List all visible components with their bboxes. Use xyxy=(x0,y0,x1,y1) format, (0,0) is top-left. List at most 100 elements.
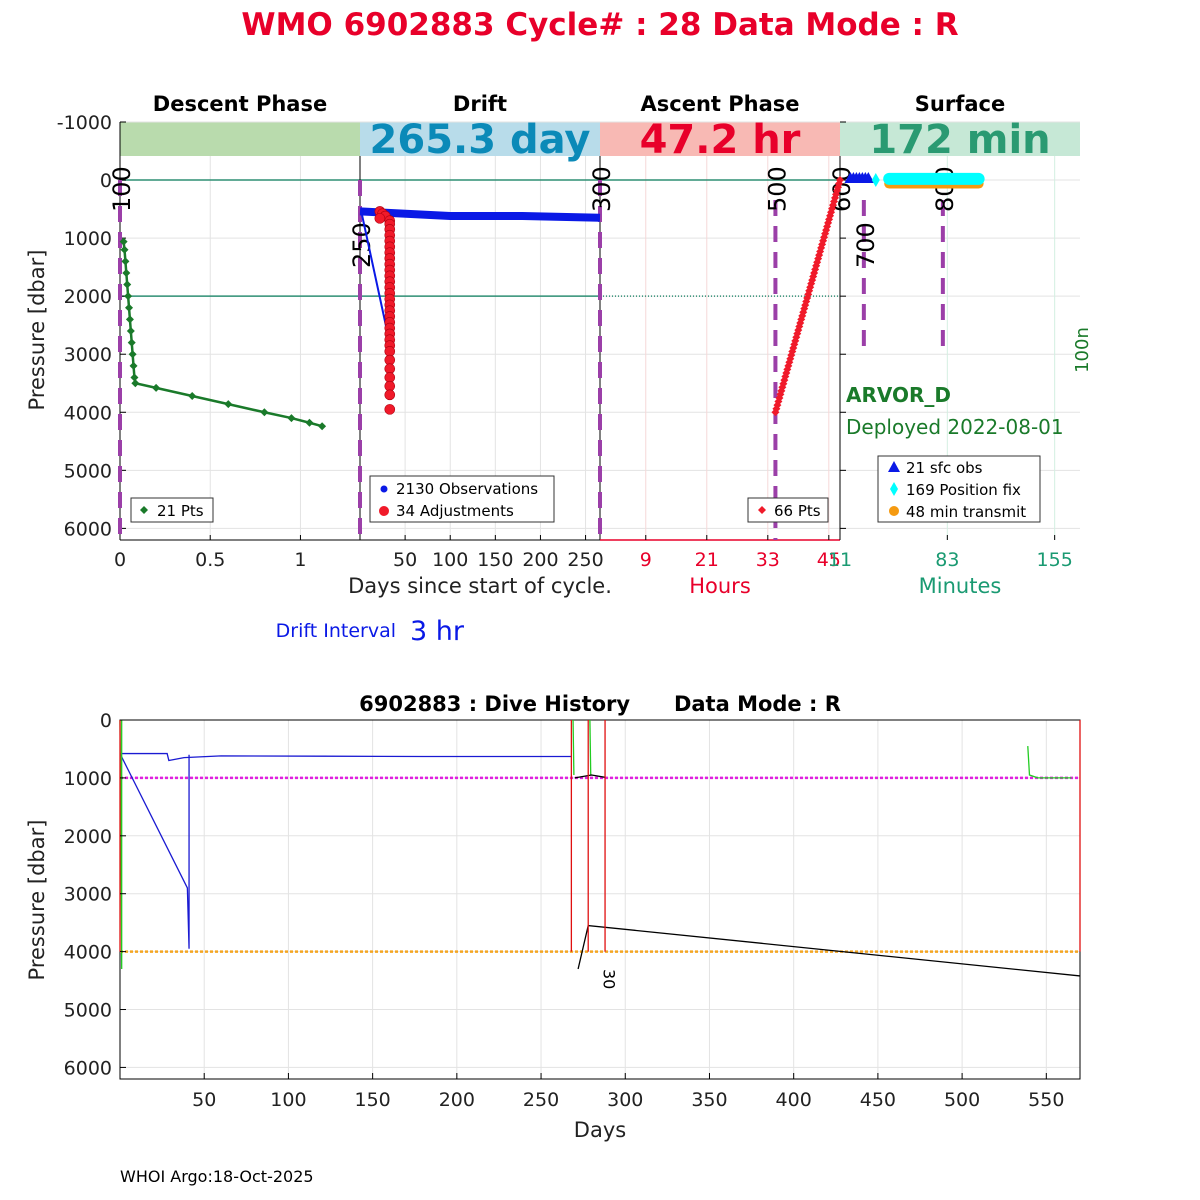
history-series-line xyxy=(572,719,575,776)
descent-series-line xyxy=(122,241,323,428)
phase-band-surface xyxy=(840,122,1080,156)
history-x-axis-label: Days xyxy=(574,1118,626,1142)
drift-interval-label: Drift Interval xyxy=(276,620,396,642)
legend-adj-marker xyxy=(379,506,389,516)
drift-adjustment-point xyxy=(384,404,396,415)
legend-tx-marker xyxy=(889,506,899,516)
descent-point xyxy=(131,379,140,388)
history-y-tick-label: 0 xyxy=(100,710,112,732)
cycle-marker-label: 700 xyxy=(852,222,880,268)
history-series-line xyxy=(1027,746,1072,779)
phase-title-descent: Descent Phase xyxy=(153,92,327,116)
cycle-marker-label: 500 xyxy=(763,166,791,212)
descent-point xyxy=(224,400,233,409)
descent-point xyxy=(124,292,133,301)
descent-point xyxy=(125,303,134,312)
x-tick-label-drift: 250 xyxy=(567,549,603,571)
legend-drift-box xyxy=(369,475,555,523)
legend-sfc-label: 21 sfc obs xyxy=(906,459,983,477)
legend-adj-label: 34 Adjustments xyxy=(396,502,514,520)
x-tick-label-drift: 200 xyxy=(522,549,558,571)
legend-surface-box xyxy=(877,455,1041,523)
x-tick-label-drift: 100 xyxy=(432,549,468,571)
y-axis-label: Pressure [dbar] xyxy=(25,250,49,411)
y-tick-label: 0 xyxy=(100,170,112,192)
cycle-marker-label: 300 xyxy=(588,166,616,212)
x-tick-label-ascent: 21 xyxy=(695,549,719,571)
main-title: WMO 6902883 Cycle# : 28 Data Mode : R xyxy=(241,7,958,43)
x-tick-label-descent: 1 xyxy=(294,549,306,571)
drift-interval-value: 3 hr xyxy=(410,616,465,647)
history-x-tick-label: 550 xyxy=(1028,1089,1064,1111)
descent-point xyxy=(122,268,131,277)
history-y-tick-label: 4000 xyxy=(64,942,112,964)
legend-obs-label: 2130 Observations xyxy=(396,480,538,498)
history-series-line xyxy=(120,752,572,762)
history-cycle-annotation: 30 xyxy=(599,969,618,989)
x-tick-label-descent: 0.5 xyxy=(195,549,225,571)
descent-point xyxy=(152,383,161,392)
history-series-line xyxy=(589,719,592,776)
x-axis-label-hours: Hours xyxy=(689,574,751,598)
y-tick-label: 2000 xyxy=(64,286,112,308)
phase-band-descent xyxy=(120,122,360,156)
descent-point xyxy=(127,338,136,347)
ascent-point xyxy=(836,176,844,185)
history-x-tick-label: 50 xyxy=(192,1089,216,1111)
surface-obs-point xyxy=(862,172,875,184)
history-frame xyxy=(119,719,1081,1080)
x-tick-label-ascent: 9 xyxy=(640,549,652,571)
legend-fix-marker xyxy=(890,482,898,496)
y-tick-label: 5000 xyxy=(64,460,112,482)
deployment-date: Deployed 2022-08-01 xyxy=(846,415,1064,439)
descent-point xyxy=(125,315,134,324)
y-tick-label: -1000 xyxy=(57,112,112,134)
legend-descent-label: 21 Pts xyxy=(157,502,204,520)
legend-descent-marker xyxy=(140,506,148,514)
x-tick-label-ascent: 45 xyxy=(817,549,841,571)
descent-point xyxy=(188,392,197,401)
phase-duration-ascent: 47.2 hr xyxy=(640,117,801,163)
history-x-tick-label: 500 xyxy=(944,1089,980,1111)
y-tick-label: 4000 xyxy=(64,402,112,424)
history-x-tick-label: 350 xyxy=(691,1089,727,1111)
descent-point xyxy=(128,350,137,359)
descent-point xyxy=(123,280,132,289)
history-x-tick-label: 200 xyxy=(439,1089,475,1111)
history-y-tick-label: 6000 xyxy=(64,1057,112,1079)
history-x-tick-label: 400 xyxy=(776,1089,812,1111)
history-series-line xyxy=(577,924,1081,977)
legend-tx-label: 48 min transmit xyxy=(906,503,1026,521)
descent-point xyxy=(260,408,269,417)
legend-sfc-marker xyxy=(888,461,900,472)
phase-duration-surface: 172 min xyxy=(869,117,1050,163)
float-model: ARVOR_D xyxy=(846,383,951,407)
descent-point xyxy=(120,245,129,254)
descent-point xyxy=(126,327,135,335)
x-axis-label-days: Days since start of cycle. xyxy=(348,574,612,598)
phase-band-drift xyxy=(360,122,600,156)
phase-title-ascent: Ascent Phase xyxy=(641,92,800,116)
history-x-tick-label: 300 xyxy=(607,1089,643,1111)
history-x-tick-label: 450 xyxy=(860,1089,896,1111)
history-series-line xyxy=(119,753,190,949)
history-y-axis-label: Pressure [dbar] xyxy=(25,820,49,981)
drift-adjustment-point xyxy=(374,213,386,224)
x-tick-label-ascent: 33 xyxy=(756,549,780,571)
history-y-tick-label: 1000 xyxy=(64,768,112,790)
dive-history-chart: 0 1000 2000 3000 4000 5000 6000 50 100 150 200 250 3… xyxy=(25,692,1081,1142)
x-tick-label-drift: 50 xyxy=(393,549,417,571)
descent-point xyxy=(119,237,128,246)
phase-duration-drift: 265.3 day xyxy=(370,117,591,163)
drift-observations-line xyxy=(359,207,601,222)
history-x-tick-label: 100 xyxy=(270,1089,306,1111)
y-tick-label: 3000 xyxy=(64,344,112,366)
descent-point xyxy=(287,414,296,423)
side-label: 100n xyxy=(1072,327,1093,373)
x-axis-label-minutes: Minutes xyxy=(919,574,1002,598)
position-fix-point xyxy=(871,173,880,188)
credit-footer: WHOI Argo:18-Oct-2025 xyxy=(120,1167,314,1186)
drift-adjustment-point xyxy=(384,389,396,401)
x-tick-label-surface: 155 xyxy=(1037,549,1073,571)
